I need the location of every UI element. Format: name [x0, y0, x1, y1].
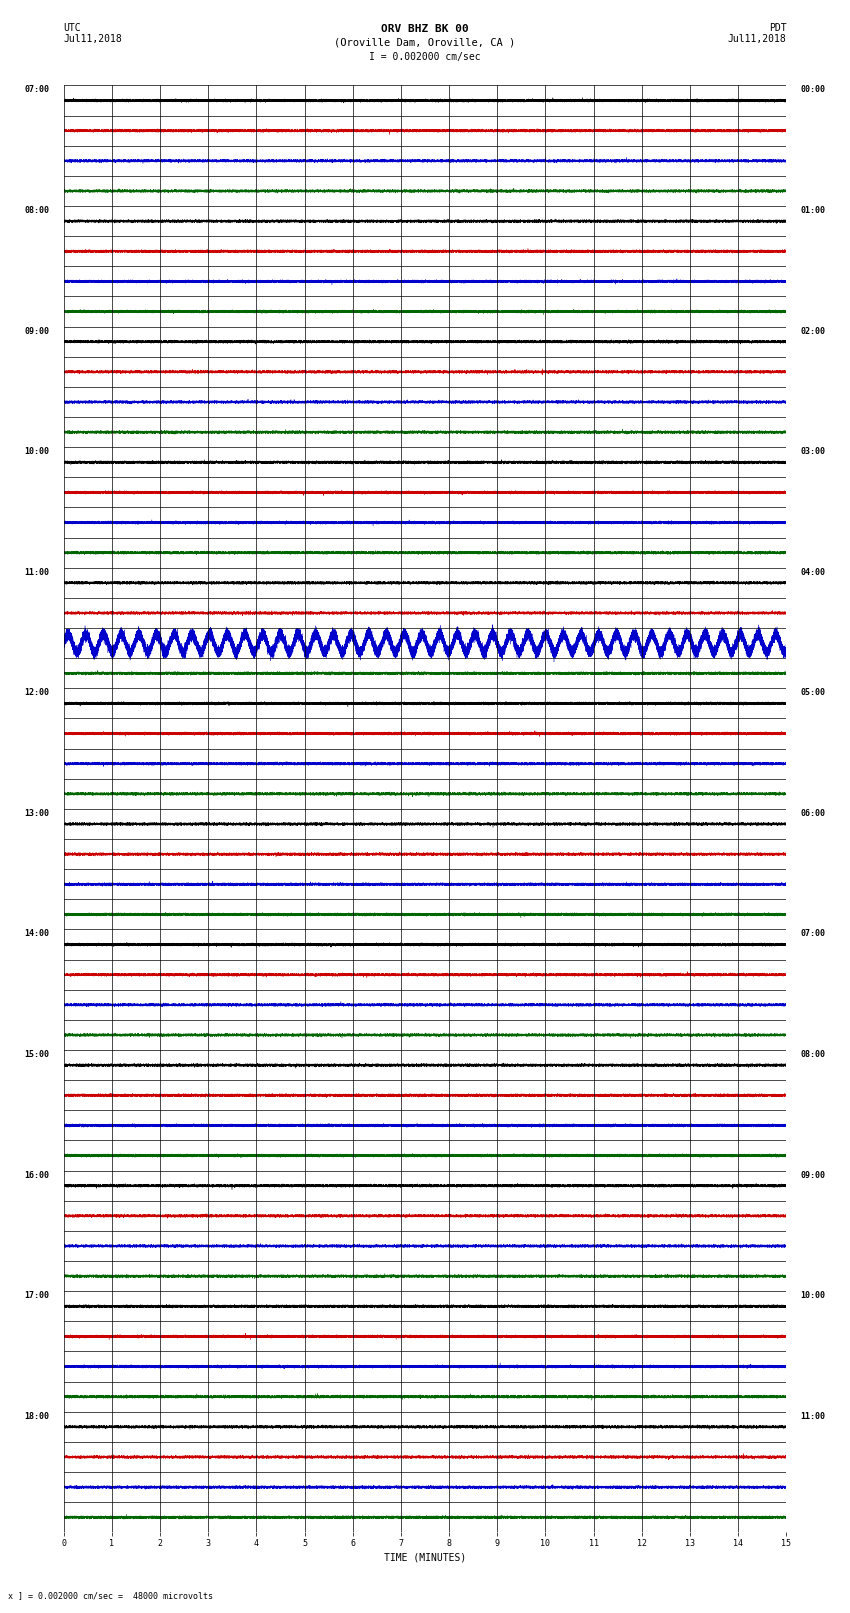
Text: Jul11,2018: Jul11,2018: [728, 34, 786, 44]
Text: 15:00: 15:00: [25, 1050, 49, 1060]
Text: 02:00: 02:00: [801, 327, 825, 336]
Text: ORV BHZ BK 00: ORV BHZ BK 00: [381, 24, 469, 34]
Text: 17:00: 17:00: [25, 1290, 49, 1300]
Text: 09:00: 09:00: [25, 327, 49, 336]
Text: 01:00: 01:00: [801, 206, 825, 215]
Text: 05:00: 05:00: [801, 689, 825, 697]
Text: 07:00: 07:00: [25, 85, 49, 95]
Text: 08:00: 08:00: [25, 206, 49, 215]
Text: 00:00: 00:00: [801, 85, 825, 95]
Text: 11:00: 11:00: [25, 568, 49, 577]
Text: I = 0.002000 cm/sec: I = 0.002000 cm/sec: [369, 52, 481, 61]
Text: 06:00: 06:00: [801, 810, 825, 818]
Text: 10:00: 10:00: [801, 1290, 825, 1300]
Text: (Oroville Dam, Oroville, CA ): (Oroville Dam, Oroville, CA ): [334, 37, 516, 47]
Text: Jul11,2018: Jul11,2018: [64, 34, 122, 44]
Text: 08:00: 08:00: [801, 1050, 825, 1060]
Text: 03:00: 03:00: [801, 447, 825, 456]
Text: 12:00: 12:00: [25, 689, 49, 697]
Text: 07:00: 07:00: [801, 929, 825, 939]
Text: PDT: PDT: [768, 23, 786, 32]
X-axis label: TIME (MINUTES): TIME (MINUTES): [384, 1552, 466, 1563]
Text: 13:00: 13:00: [25, 810, 49, 818]
Text: 16:00: 16:00: [25, 1171, 49, 1179]
Text: 14:00: 14:00: [25, 929, 49, 939]
Text: UTC: UTC: [64, 23, 82, 32]
Text: 04:00: 04:00: [801, 568, 825, 577]
Text: 09:00: 09:00: [801, 1171, 825, 1179]
Text: 11:00: 11:00: [801, 1411, 825, 1421]
Text: x ] = 0.002000 cm/sec =  48000 microvolts: x ] = 0.002000 cm/sec = 48000 microvolts: [8, 1590, 213, 1600]
Text: 18:00: 18:00: [25, 1411, 49, 1421]
Text: 10:00: 10:00: [25, 447, 49, 456]
